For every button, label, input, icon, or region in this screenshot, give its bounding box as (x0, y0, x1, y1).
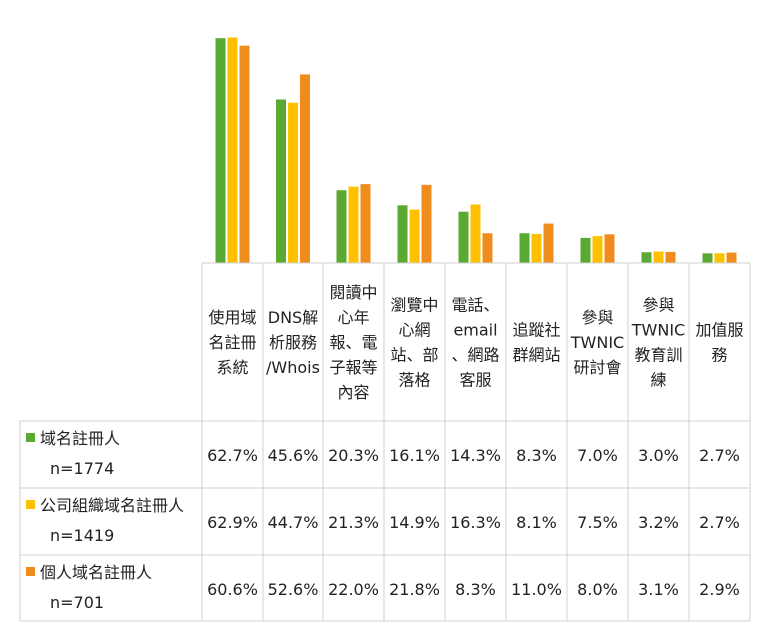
data-label: 21.8% (389, 580, 440, 599)
category-label: TWNIC (631, 321, 685, 340)
category-label: 站、部 (390, 346, 438, 365)
category-label: 心年 (337, 308, 369, 327)
bar-s1-c8 (714, 253, 725, 263)
legend-sample-size: n=1774 (50, 459, 114, 478)
data-label: 8.1% (516, 513, 557, 532)
bar-s2-c0 (239, 45, 250, 263)
data-label: 16.3% (450, 513, 501, 532)
bar-s0-c0 (215, 38, 226, 263)
legend-label: 個人域名註冊人 (40, 563, 152, 582)
category-label: 名註冊 (208, 333, 256, 352)
category-label: 使用域 (208, 308, 256, 327)
bar-s2-c8 (726, 252, 737, 263)
data-label: 45.6% (268, 446, 319, 465)
bar-s2-c2 (360, 184, 371, 263)
category-label: 務 (711, 346, 727, 365)
data-label: 14.9% (389, 513, 440, 532)
data-label: 8.3% (455, 580, 496, 599)
bar-s1-c3 (409, 209, 420, 263)
legend-label: 公司組織域名註冊人 (40, 496, 184, 515)
bar-s2-c6 (604, 234, 615, 263)
category-label: TWNIC (570, 333, 624, 352)
data-label: 8.3% (516, 446, 557, 465)
category-label: 研討會 (573, 358, 621, 377)
bar-s2-c7 (665, 251, 676, 263)
data-label: 20.3% (328, 446, 379, 465)
category-label: 析服務 (269, 333, 317, 352)
category-label: 加值服 (695, 321, 743, 340)
data-label: 8.0% (577, 580, 618, 599)
bar-s2-c5 (543, 223, 554, 263)
bar-s1-c6 (592, 236, 603, 263)
bar-s0-c6 (580, 237, 591, 263)
bar-s0-c5 (519, 233, 530, 263)
category-label: 心網 (398, 321, 430, 340)
bar-s1-c7 (653, 251, 664, 263)
data-label: 3.2% (638, 513, 679, 532)
category-label: 練 (650, 371, 666, 390)
bar-s2-c3 (421, 184, 432, 263)
category-label: 教育訓 (634, 346, 682, 365)
bar-s2-c1 (300, 74, 310, 264)
category-label: 客服 (459, 371, 491, 390)
data-label: 11.0% (511, 580, 562, 599)
bar-s1-c4 (470, 204, 481, 263)
category-label: /Whois (266, 358, 320, 377)
bar-s1-c2 (348, 186, 359, 263)
legend-sample-size: n=1419 (50, 526, 114, 545)
data-label: 62.7% (207, 446, 258, 465)
data-label: 3.0% (638, 446, 679, 465)
bar-s1-c5 (531, 233, 542, 263)
data-label: 52.6% (268, 580, 319, 599)
legend-label: 域名註冊人 (40, 429, 120, 448)
legend-swatch-0 (26, 433, 35, 442)
category-label: 系統 (216, 358, 248, 377)
category-label: 內容 (337, 383, 369, 402)
category-label: 報、電 (329, 333, 377, 352)
data-label: 62.9% (207, 513, 258, 532)
data-label: 16.1% (389, 446, 440, 465)
data-label: 7.0% (577, 446, 618, 465)
data-label: 2.7% (699, 513, 740, 532)
bar-s1-c0 (227, 37, 238, 263)
data-label: 60.6% (207, 580, 258, 599)
bar-s0-c7 (641, 252, 652, 263)
legend-sample-size: n=701 (50, 593, 104, 612)
bar-s0-c4 (458, 211, 469, 263)
data-label: 2.7% (699, 446, 740, 465)
bar-s2-c4 (482, 233, 493, 263)
category-label: 參與 (581, 308, 613, 327)
legend-swatch-2 (26, 567, 35, 576)
category-label: 追蹤社 (512, 321, 560, 340)
category-label: 、網路 (451, 346, 499, 365)
category-label: 電話、 (451, 296, 499, 315)
category-label: 閱讀中 (329, 283, 377, 302)
category-label: email (453, 321, 497, 340)
data-label: 44.7% (268, 513, 319, 532)
category-label: 落格 (398, 371, 430, 390)
category-label: DNS解 (268, 308, 318, 327)
data-label: 3.1% (638, 580, 679, 599)
category-label: 子報等 (329, 358, 377, 377)
category-label: 群網站 (512, 346, 560, 365)
category-label: 瀏覽中 (390, 296, 438, 315)
category-label: 參與 (642, 296, 674, 315)
data-label: 2.9% (699, 580, 740, 599)
data-label: 21.3% (328, 513, 379, 532)
data-label: 14.3% (450, 446, 501, 465)
bar-s0-c3 (397, 205, 408, 263)
bar-s0-c2 (336, 190, 347, 263)
data-label: 22.0% (328, 580, 379, 599)
bar-s1-c1 (288, 102, 298, 264)
bar-s0-c8 (702, 253, 713, 263)
bar-s0-c1 (276, 99, 286, 264)
data-label: 7.5% (577, 513, 618, 532)
legend-swatch-1 (26, 500, 35, 509)
